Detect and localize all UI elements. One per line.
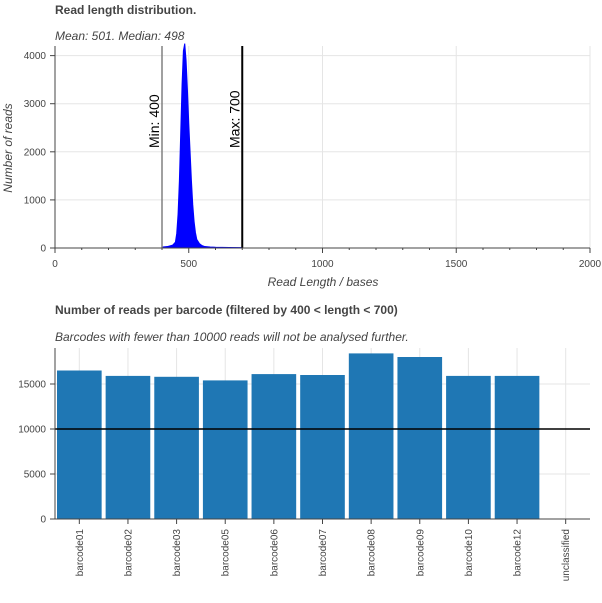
bar-x-tick-label: barcode07 [318,529,329,577]
max-length-label: Max: 700 [226,90,242,148]
bar-x-tick-label: barcode02 [123,529,134,577]
hist-x-tick-label: 2000 [579,259,602,270]
hist-area [161,43,243,249]
bar-y-tick-label: 15000 [18,380,46,391]
bar-x-tick-label: barcode05 [221,529,232,577]
hist-subtitle: Mean: 501. Median: 498 [55,29,185,43]
bar-barcode10 [446,375,491,519]
hist-y-tick-label: 1000 [24,195,47,206]
bar-barcode09 [397,357,443,519]
hist-y-tick-label: 4000 [24,51,47,62]
hist-x-tick-label: 1000 [311,259,334,270]
bar-y-tick-label: 0 [40,515,46,526]
hist-y-tick-label: 0 [40,244,46,255]
bar-x-tick-label: barcode09 [415,529,426,577]
hist-x-tick-label: 500 [180,259,197,270]
bar-x-tick-label: barcode10 [464,529,475,577]
hist-x-tick-label: 1500 [445,259,468,270]
bar-barcode07 [300,375,345,519]
bar-x-tick-label: unclassified [561,529,572,581]
bar-barcode02 [105,375,151,519]
bar-x-tick-label: barcode01 [75,529,86,577]
bar-barcode05 [202,380,248,519]
hist-xlabel: Read Length / bases [268,275,379,289]
hist-title: Read length distribution. [55,3,197,17]
bar-barcode03 [154,376,199,519]
hist-y-tick-label: 2000 [24,147,47,158]
hist-y-tick-label: 3000 [24,99,47,110]
barcode-subtitle: Barcodes with fewer than 10000 reads wil… [55,330,409,344]
min-length-label: Min: 400 [146,94,162,148]
bar-x-tick-label: barcode12 [513,529,524,577]
bar-x-tick-label: barcode03 [172,529,183,577]
bar-y-tick-label: 10000 [18,425,46,436]
barcode-title: Number of reads per barcode (filtered by… [55,303,398,317]
bar-barcode08 [348,353,394,519]
bar-y-tick-label: 5000 [24,470,47,481]
bar-barcode06 [251,374,297,519]
bar-barcode01 [57,370,102,519]
read-length-histogram: Read Length / bases Number of reads Min:… [1,43,602,289]
bar-barcode12 [494,375,540,519]
bar-x-tick-label: barcode06 [269,529,280,577]
bar-x-tick-label: barcode08 [367,529,378,577]
hist-x-tick-label: 0 [52,259,58,270]
hist-ylabel: Number of reads [1,103,15,192]
